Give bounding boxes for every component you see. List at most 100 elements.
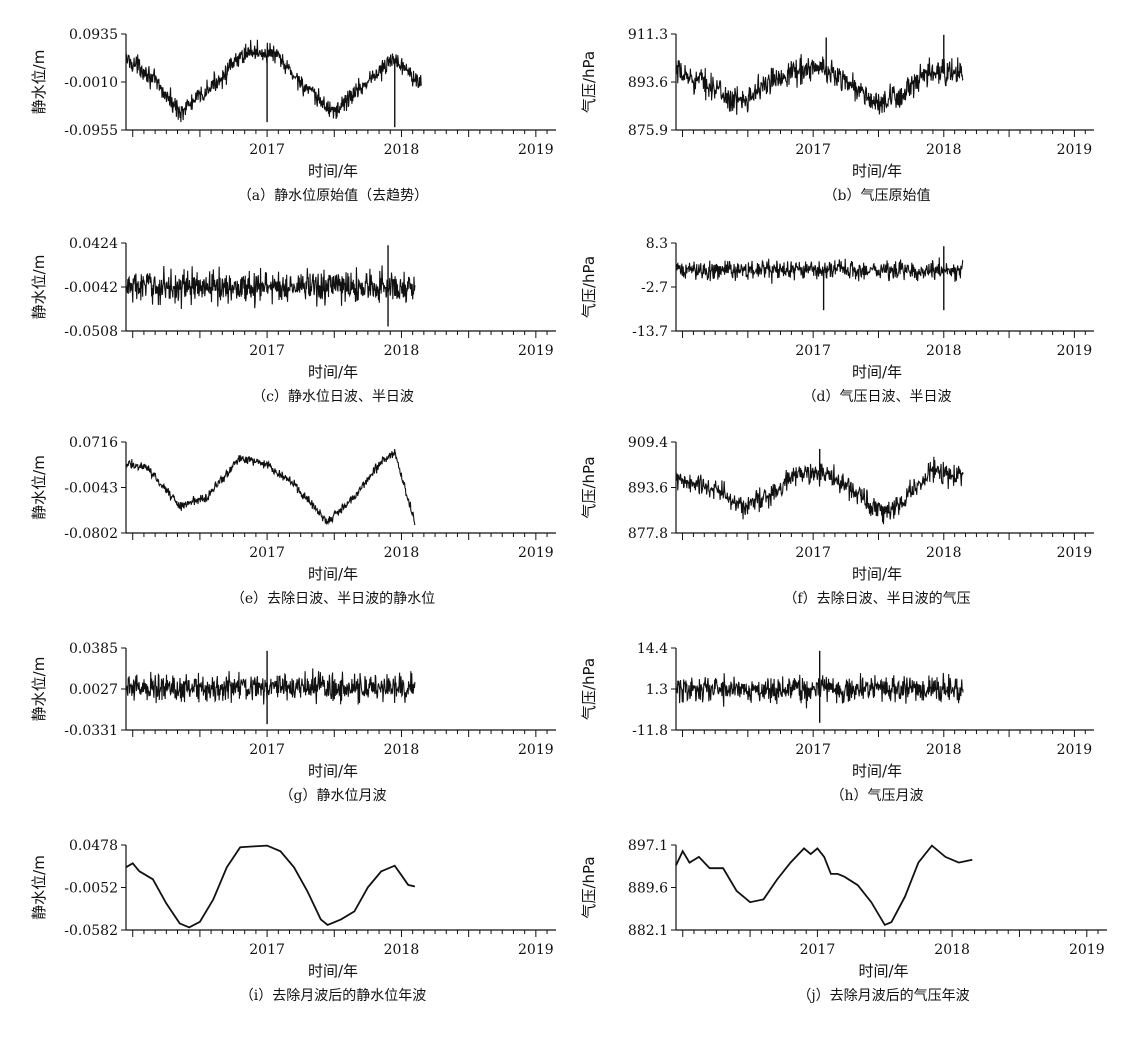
x-tick-label: 2019	[518, 942, 554, 958]
y-axis-title: 静水位/m	[30, 50, 48, 115]
series-line	[125, 39, 422, 123]
panel-caption: （a）静水位原始值（去趋势）	[238, 188, 428, 204]
x-tick-label: 2019	[518, 742, 554, 758]
panel-j: 897.1 889.6 882.1 2017 2018 2019 时间/年 气压/hPa （j）…	[562, 828, 1124, 1035]
panel-e: 0.0716 -0.0043 -0.0802 2017 2018 2019 时间/年 静水位/…	[0, 414, 562, 621]
x-axis-title: 时间/年	[308, 565, 358, 583]
x-tick-label: 2019	[1057, 545, 1093, 561]
y-tick-label: -11.8	[632, 723, 668, 739]
x-tick-label: 2017	[249, 343, 285, 359]
x-tick-label: 2018	[934, 942, 970, 958]
x-axis-title: 时间/年	[852, 762, 902, 780]
series-line	[125, 668, 416, 705]
chart-svg-d: 8.3 -2.7 -13.7 2017 2018 2019 时间/年 气压/hPa （d）气压日…	[580, 236, 1094, 405]
series-line	[125, 844, 416, 929]
x-axis-title: 时间/年	[852, 565, 902, 583]
x-tick-label: 2019	[1057, 142, 1093, 158]
x-tick-label: 2018	[926, 142, 962, 158]
y-tick-label: 0.0424	[69, 236, 118, 252]
y-tick-label: 8.3	[646, 236, 668, 252]
y-tick-label: 877.8	[628, 526, 668, 542]
chart-svg-h: 14.4 1.3 -11.8 2017 2018 2019 时间/年 气压/hPa （h）气压月…	[580, 641, 1094, 804]
y-tick-label: 0.0716	[69, 435, 118, 451]
y-tick-label: 14.4	[637, 641, 668, 657]
y-axis-title: 静水位/m	[30, 657, 48, 722]
x-axis-title: 时间/年	[308, 162, 358, 180]
y-tick-label: -0.0042	[64, 280, 118, 296]
y-axis-title: 静水位/m	[30, 855, 48, 920]
x-tick-label: 2017	[249, 742, 285, 758]
x-tick-label: 2017	[795, 343, 831, 359]
series-line	[675, 844, 973, 927]
panel-caption: （b）气压原始值	[824, 188, 931, 204]
x-axis-title: 时间/年	[852, 162, 902, 180]
x-tick-label: 2017	[795, 545, 831, 561]
chart-svg-f: 909.4 893.6 877.8 2017 2018 2019 时间/年 气压/hPa （f）…	[580, 435, 1094, 607]
x-tick-label: 2018	[384, 142, 420, 158]
y-tick-label: 1.3	[646, 682, 668, 698]
y-tick-label: 911.3	[628, 27, 668, 43]
panel-g: 0.0385 0.0027 -0.0331 2017 2018 2019 时间/年 静水位/m…	[0, 621, 562, 828]
panel-caption: （i）去除月波后的静水位年波	[240, 988, 426, 1004]
y-axis-title: 气压/hPa	[580, 51, 598, 113]
y-tick-label: 893.6	[628, 75, 668, 91]
y-axis-title: 静水位/m	[30, 255, 48, 320]
y-tick-label: 0.0027	[69, 682, 118, 698]
panel-c: 0.0424 -0.0042 -0.0508 2017 2018 2019 时间/年 静水位/…	[0, 207, 562, 414]
panel-d: 8.3 -2.7 -13.7 2017 2018 2019 时间/年 气压/hPa （d）气压日…	[562, 207, 1124, 414]
y-tick-label: 882.1	[628, 923, 668, 939]
chart-svg-i: 0.0478 -0.0052 -0.0582 2017 2018 2019 时间/年 静水位/…	[30, 838, 556, 1004]
panel-f: 909.4 893.6 877.8 2017 2018 2019 时间/年 气压/hPa （f）…	[562, 414, 1124, 621]
x-tick-label: 2018	[926, 545, 962, 561]
series-line	[675, 54, 964, 115]
panel-caption: （h）气压月波	[830, 788, 923, 804]
chart-svg-j: 897.1 889.6 882.1 2017 2018 2019 时间/年 气压/hPa （j）…	[580, 838, 1107, 1004]
y-tick-label: 0.0478	[69, 838, 118, 854]
x-tick-label: 2018	[384, 942, 420, 958]
x-tick-label: 2017	[795, 142, 831, 158]
y-tick-label: -0.0331	[64, 723, 118, 739]
x-tick-label: 2018	[384, 545, 420, 561]
y-tick-label: -13.7	[632, 324, 668, 340]
y-tick-label: -0.0802	[64, 526, 118, 542]
panel-caption: （e）去除日波、半日波的静水位	[231, 591, 435, 607]
y-tick-label: 0.0935	[69, 27, 118, 43]
x-tick-label: 2018	[926, 742, 962, 758]
y-tick-label: -0.0052	[64, 881, 118, 897]
y-tick-label: 875.9	[628, 123, 668, 139]
x-tick-label: 2019	[1057, 343, 1093, 359]
y-tick-label: 909.4	[628, 435, 668, 451]
panel-caption: （f）去除日波、半日波的气压	[783, 591, 970, 607]
y-axis-title: 气压/hPa	[580, 256, 598, 318]
y-tick-label: 897.1	[628, 838, 668, 854]
x-tick-label: 2018	[384, 742, 420, 758]
chart-svg-c: 0.0424 -0.0042 -0.0508 2017 2018 2019 时间/年 静水位/…	[30, 236, 556, 405]
y-tick-label: -0.0955	[64, 123, 118, 139]
x-axis-title: 时间/年	[858, 962, 908, 980]
x-tick-label: 2017	[800, 942, 836, 958]
panel-i: 0.0478 -0.0052 -0.0582 2017 2018 2019 时间/年 静水位/…	[0, 828, 562, 1035]
series-line	[125, 265, 416, 310]
x-axis-title: 时间/年	[308, 762, 358, 780]
x-tick-label: 2017	[249, 142, 285, 158]
y-tick-label: 889.6	[628, 881, 668, 897]
x-axis-title: 时间/年	[852, 363, 902, 381]
y-tick-label: -0.0010	[64, 75, 118, 91]
chart-svg-e: 0.0716 -0.0043 -0.0802 2017 2018 2019 时间/年 静水位/…	[30, 435, 556, 607]
x-axis-title: 时间/年	[308, 363, 358, 381]
x-tick-label: 2019	[1057, 742, 1093, 758]
y-tick-label: -0.0508	[64, 324, 118, 340]
chart-svg-a: 0.0935 -0.0010 -0.0955 2017 2018 2019 时间/年 静水位/…	[30, 27, 556, 204]
y-tick-label: 0.0385	[69, 641, 118, 657]
x-tick-label: 2019	[518, 343, 554, 359]
panel-h: 14.4 1.3 -11.8 2017 2018 2019 时间/年 气压/hPa （h）气压月…	[562, 621, 1124, 828]
panel-a: 0.0935 -0.0010 -0.0955 2017 2018 2019 时间/年 静水位/…	[0, 0, 562, 207]
panel-caption: （g）静水位月波	[280, 788, 387, 804]
chart-svg-g: 0.0385 0.0027 -0.0331 2017 2018 2019 时间/年 静水位/m…	[30, 641, 556, 804]
panel-caption: （j）去除月波后的气压年波	[797, 988, 969, 1004]
y-axis-title: 气压/hPa	[580, 856, 598, 918]
y-tick-label: -2.7	[641, 280, 668, 296]
x-tick-label: 2019	[1069, 942, 1105, 958]
x-tick-label: 2017	[795, 742, 831, 758]
